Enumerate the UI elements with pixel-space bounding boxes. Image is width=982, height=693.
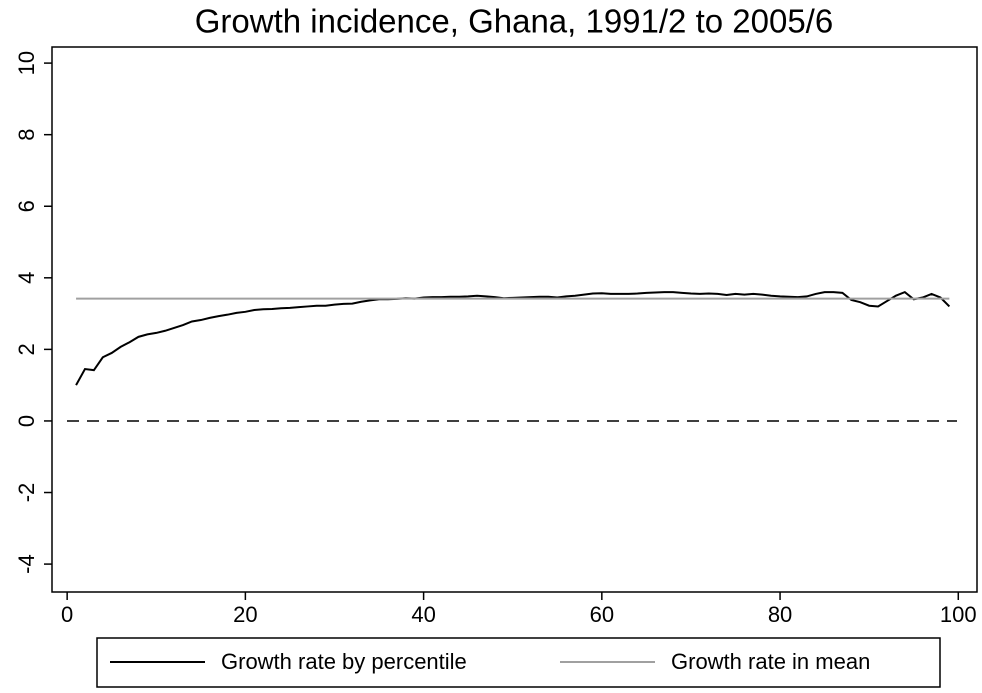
x-tick-label: 20 [233,602,257,627]
y-tick-label: 4 [14,272,39,284]
x-tick-label: 80 [768,602,792,627]
y-tick-label: 8 [14,129,39,141]
legend-box [96,637,941,688]
x-tick-label: 60 [590,602,614,627]
plot-frame [51,46,978,593]
legend-label: Growth rate in mean [671,649,870,674]
x-tick-label: 100 [940,602,977,627]
y-tick-label: -4 [14,554,39,574]
legend-label: Growth rate by percentile [221,649,467,674]
y-tick-label: 0 [14,415,39,427]
y-tick-label: 10 [14,51,39,75]
y-tick-label: -2 [14,483,39,503]
y-tick-label: 6 [14,200,39,212]
x-tick-label: 0 [61,602,73,627]
y-tick-label: 2 [14,343,39,355]
chart-title: Growth incidence, Ghana, 1991/2 to 2005/… [195,3,833,40]
x-tick-label: 40 [411,602,435,627]
